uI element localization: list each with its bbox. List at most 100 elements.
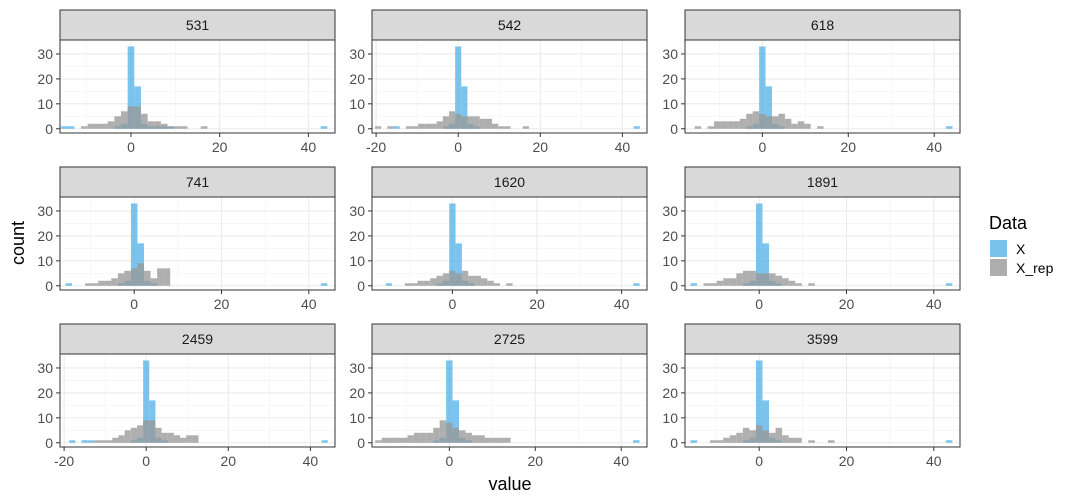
y-tick-label: 20 <box>662 228 678 244</box>
panel-border <box>684 353 961 448</box>
bar-x-rep <box>769 432 776 443</box>
x-tick-label: 0 <box>127 139 135 155</box>
x-tick-label: 20 <box>529 296 545 312</box>
bar-x <box>455 243 462 286</box>
bar-x-rep <box>163 268 171 286</box>
panel-border <box>371 353 648 448</box>
bar-x-rep <box>484 437 492 443</box>
x-axis-title: value <box>488 474 531 494</box>
bar-x-rep <box>106 440 113 443</box>
y-tick-label: 20 <box>662 71 678 87</box>
bar-x-rep <box>716 280 724 286</box>
bar-x-rep <box>467 116 474 129</box>
bar-x-rep <box>749 270 756 286</box>
bar-x <box>61 126 68 129</box>
bar-x-rep <box>479 118 486 129</box>
bar-x <box>762 243 770 286</box>
bar-x-rep <box>782 278 789 286</box>
bar-x-rep <box>401 437 408 443</box>
panel-border <box>684 39 961 134</box>
bar-x-rep <box>433 427 440 443</box>
bar-x <box>946 126 953 129</box>
bar-x-rep <box>167 126 175 129</box>
bar-x-rep <box>387 126 394 129</box>
bar-x-rep <box>808 283 815 286</box>
x-tick-label: 40 <box>615 139 631 155</box>
facet-panel-3599: 3599 0 10 20 30 0 20 40 <box>662 323 961 469</box>
plot-background <box>60 197 335 290</box>
y-tick-label: 0 <box>357 121 365 137</box>
y-tick-label: 10 <box>662 253 678 269</box>
plot-background <box>60 40 335 133</box>
bar-x-rep <box>100 440 107 443</box>
y-tick-label: 30 <box>349 203 365 219</box>
bar-x-rep <box>404 283 412 286</box>
bar-x-rep <box>155 427 162 443</box>
bar-x-rep <box>424 123 431 129</box>
y-axis-title: count <box>8 221 28 265</box>
bar-x-rep <box>487 280 494 286</box>
x-tick-label: 40 <box>926 296 942 312</box>
bar-x-rep <box>200 126 208 129</box>
bar-x-rep <box>723 278 730 286</box>
x-tick-label: 40 <box>614 296 630 312</box>
x-tick-label: 40 <box>926 139 942 155</box>
bar-x-rep <box>117 273 125 286</box>
bar-x <box>65 283 73 286</box>
bar-x-rep <box>412 126 419 129</box>
bar-x-rep <box>130 427 137 443</box>
x-tick-label: 0 <box>755 453 763 469</box>
y-tick-label: 20 <box>349 228 365 244</box>
bar-x-rep <box>765 116 773 129</box>
legend-label-x-rep: X_rep <box>1016 260 1054 276</box>
y-tick-label: 30 <box>349 46 365 62</box>
legend-key-x-rep <box>990 259 1007 276</box>
facet-strip-label: 531 <box>186 17 210 33</box>
bar-x-rep <box>127 106 135 129</box>
bar-x-rep <box>430 123 437 129</box>
bar-x-rep <box>522 126 529 129</box>
y-tick-label: 10 <box>662 410 678 426</box>
y-tick-label: 20 <box>662 385 678 401</box>
y-tick-label: 10 <box>349 253 365 269</box>
y-tick-label: 10 <box>37 253 53 269</box>
bar-x-rep <box>147 121 155 129</box>
facet-strip-label: 1620 <box>494 174 525 190</box>
bar-x <box>143 360 150 443</box>
bar-x-rep <box>710 440 717 443</box>
bar-x-rep <box>111 278 118 286</box>
bar-x-rep <box>430 278 437 286</box>
bar-x <box>945 283 953 286</box>
bar-x-rep <box>746 113 753 129</box>
bar-x-rep <box>375 440 382 443</box>
bar-x <box>765 86 773 129</box>
facet-strip <box>371 166 648 198</box>
bar-x-rep <box>174 126 181 129</box>
bar-x <box>759 46 766 129</box>
bar-x-rep <box>827 440 835 443</box>
y-tick-label: 10 <box>37 410 53 426</box>
bar-x <box>393 126 400 129</box>
bar-x-rep <box>107 121 115 129</box>
x-tick-label: 20 <box>839 453 855 469</box>
bar-x-rep <box>167 432 174 443</box>
facet-strip-label: 1891 <box>807 174 838 190</box>
x-tick-label: 20 <box>212 139 228 155</box>
bar-x-rep <box>492 123 499 129</box>
bar-x-rep <box>788 437 796 443</box>
plot-background <box>60 354 335 447</box>
bar-x-rep <box>144 270 151 286</box>
bar-x-rep <box>493 283 500 286</box>
x-tick-label: 40 <box>301 296 317 312</box>
bar-x-rep <box>795 437 802 443</box>
bar-x-rep <box>720 121 727 129</box>
y-tick-label: 0 <box>357 435 365 451</box>
facet-strip <box>684 9 961 41</box>
bar-x <box>320 283 328 286</box>
y-tick-label: 0 <box>45 435 53 451</box>
bar-x-rep <box>485 118 493 129</box>
bar-x-rep <box>161 432 168 443</box>
facet-strip-label: 2725 <box>494 331 525 347</box>
bar-x-rep <box>726 121 734 129</box>
